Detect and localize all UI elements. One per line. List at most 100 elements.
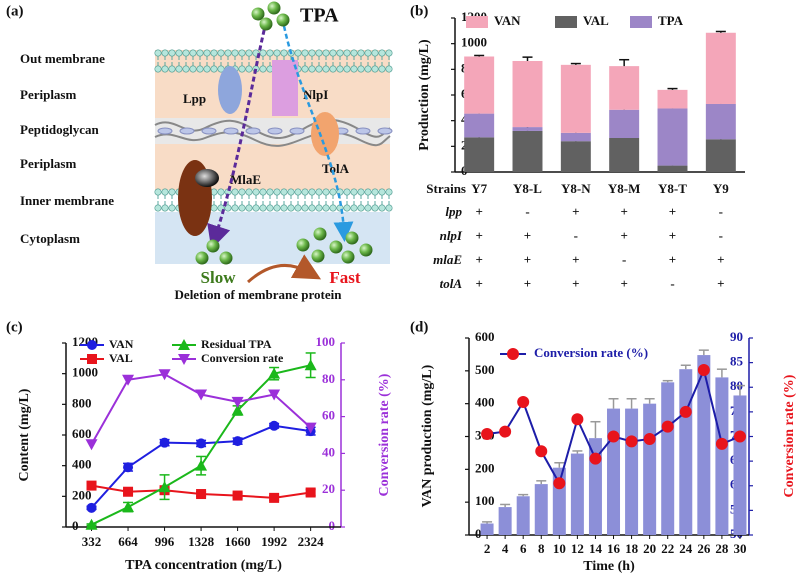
lipid-head — [350, 204, 358, 212]
marker — [195, 459, 208, 471]
lipid-head — [350, 49, 358, 57]
lipid-head — [294, 204, 302, 212]
bar — [534, 484, 548, 535]
bar-segment — [560, 132, 591, 142]
bar-segment — [657, 108, 688, 166]
x-tick-label: 2 — [484, 541, 491, 556]
table-cell: + — [475, 228, 482, 243]
marker — [85, 518, 98, 530]
bar-segment — [512, 127, 543, 131]
tpa-molecule — [251, 7, 265, 21]
bar — [697, 355, 711, 535]
legend-marker — [178, 339, 190, 350]
lipid-head — [224, 204, 232, 212]
axis-title: Conversion rate (%) — [782, 374, 797, 497]
transition-arrow — [246, 254, 322, 284]
bar — [607, 408, 621, 535]
table-cell: + — [524, 228, 531, 243]
lipid-head — [196, 49, 204, 57]
lipid-head — [189, 49, 197, 57]
y-tick-label: 0 — [72, 518, 79, 533]
lipid-head — [154, 188, 162, 196]
series-line — [90, 373, 312, 445]
lipid-head — [182, 49, 190, 57]
marker — [589, 452, 602, 465]
marker — [158, 481, 171, 493]
slow-label: Slow — [201, 268, 237, 287]
table-cell: + — [669, 204, 676, 219]
lipid-head — [385, 204, 393, 212]
y-tick-label: 400 — [72, 457, 92, 472]
marker — [304, 422, 317, 434]
lipid-head — [308, 204, 316, 212]
legend-label: VAL — [583, 13, 609, 28]
lipid-head — [308, 49, 316, 57]
lipid-head — [154, 65, 162, 73]
marker — [268, 389, 281, 401]
tpa-molecule — [296, 238, 310, 252]
y-tick-label: 40 — [322, 444, 335, 459]
x-tick-label: Y8-L — [513, 181, 542, 196]
table-row-label: mlaE — [433, 252, 462, 267]
lipid-head — [322, 188, 330, 196]
bar-segment — [705, 32, 736, 104]
table-cell: + — [620, 228, 627, 243]
marker — [481, 428, 494, 441]
bar-segment — [512, 60, 543, 128]
lipid-head — [168, 204, 176, 212]
lipid-head — [259, 204, 267, 212]
bar-segment — [512, 130, 543, 172]
peptidoglycan-unit — [179, 127, 195, 135]
lipid-head — [266, 188, 274, 196]
marker — [86, 502, 97, 513]
bar — [625, 408, 639, 535]
marker — [195, 389, 208, 401]
marker — [625, 435, 638, 448]
marker — [196, 438, 207, 449]
lipid-head — [350, 188, 358, 196]
legend-marker — [507, 348, 519, 360]
lipid-head — [231, 49, 239, 57]
bar-segment — [705, 103, 736, 140]
legend-marker — [87, 340, 97, 350]
layer-label: Inner membrane — [20, 193, 114, 208]
lipid-head — [315, 188, 323, 196]
bar — [516, 496, 530, 535]
x-tick-label: 6 — [520, 541, 527, 556]
lipid-head — [161, 204, 169, 212]
x-tick-label: 996 — [155, 534, 175, 549]
slow-arrow — [207, 21, 268, 250]
lipid-head — [301, 204, 309, 212]
lipid-head — [252, 188, 260, 196]
x-tick-label: 332 — [82, 534, 102, 549]
bar — [733, 395, 747, 535]
bar — [715, 377, 729, 535]
marker — [122, 374, 135, 386]
lipid-head — [175, 49, 183, 57]
lipid-head — [301, 65, 309, 73]
lipid-head — [294, 188, 302, 196]
protein-label: MlaE — [230, 172, 261, 187]
lipid-head — [301, 188, 309, 196]
marker — [268, 367, 281, 379]
lipid-head — [378, 49, 386, 57]
y-tick-label: 500 — [475, 362, 495, 377]
axis-title: Time (h) — [583, 559, 635, 574]
lipid-head — [203, 65, 211, 73]
bar-segment — [464, 113, 495, 138]
protein-lpp — [218, 66, 242, 114]
lipid-head — [371, 188, 379, 196]
tpa-molecule — [276, 13, 290, 27]
lipid-head — [266, 49, 274, 57]
bar-segment — [464, 56, 495, 114]
x-tick-label: 2324 — [298, 534, 325, 549]
fast-arrow — [282, 25, 354, 242]
bar-segment — [609, 109, 640, 138]
table-row-label: lpp — [445, 204, 462, 219]
fast-label: Fast — [329, 268, 361, 287]
tpa-molecule — [329, 240, 343, 254]
y-tick-label: 0 — [475, 526, 482, 541]
lipid-head — [238, 204, 246, 212]
axis-title: Conversion rate (%) — [377, 373, 392, 496]
marker — [697, 364, 710, 377]
